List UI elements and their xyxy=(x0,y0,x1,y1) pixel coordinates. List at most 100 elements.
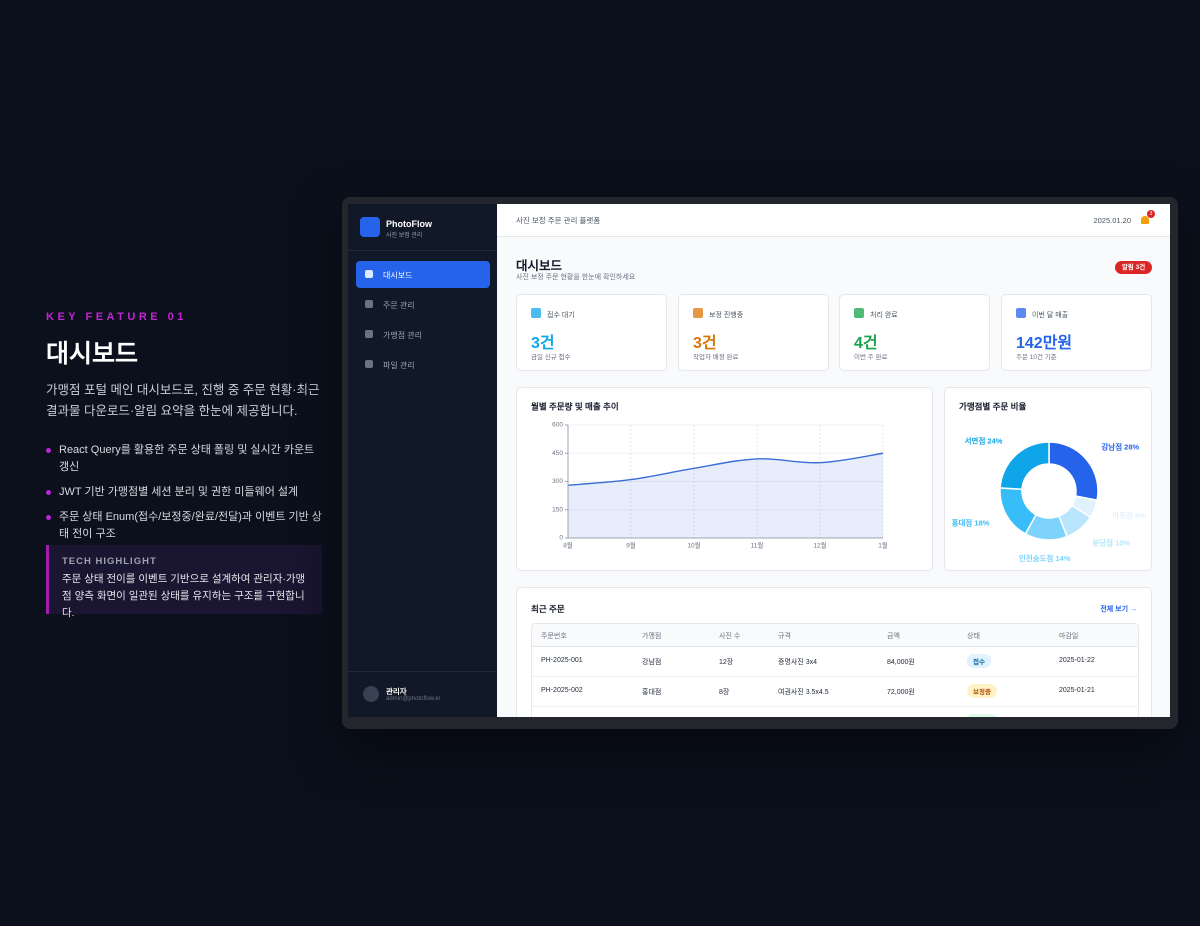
sidebar: PhotoFlow 사진 보정 관리 관리자 admin@photoflow.k… xyxy=(348,204,497,717)
stat-icon xyxy=(1016,308,1026,318)
stat-value: 142만원 xyxy=(1016,335,1073,352)
segment-label: 강남점 28% xyxy=(1101,442,1139,452)
user-email: admin@photoflow.kr xyxy=(386,696,441,702)
x-tick-label: 8월 xyxy=(563,541,573,550)
nav-item[interactable]: 주문 관리 xyxy=(356,291,490,318)
x-tick-label: 9월 xyxy=(626,541,636,550)
nav-label: 파일 관리 xyxy=(383,361,415,370)
bell[interactable] xyxy=(1141,216,1149,224)
avatar xyxy=(363,686,379,702)
stat-icon xyxy=(531,308,541,318)
table-header: 주문번호 가맹점 사진 수 규격 금액 상태 마감일 xyxy=(532,624,1138,647)
notification-badge: 3 xyxy=(1147,210,1155,218)
status-pill: 접수 xyxy=(967,654,991,668)
stat-value: 3건 xyxy=(531,335,555,352)
topbar: 사진 보정 주문 관리 플랫폼 2025.01.20 3 xyxy=(497,204,1170,237)
stat-icon xyxy=(693,308,703,318)
stat-card: 보정 진행중 3건 작업자 배정 완료 xyxy=(678,294,829,371)
stat-note: 작업자 배정 완료 xyxy=(693,354,739,361)
column-header: 가맹점 xyxy=(642,633,662,640)
nav-label: 주문 관리 xyxy=(383,301,415,310)
column-header: 주문번호 xyxy=(541,633,567,640)
bullet: JWT 기반 가맹점별 세션 분리 및 권한 미들웨어 설계 xyxy=(46,484,326,501)
y-tick-label: 300 xyxy=(552,478,563,485)
bullet: 주문 상태 Enum(접수/보정중/완료/전달)과 이벤트 기반 상태 전이 구… xyxy=(46,509,326,543)
donut-segment xyxy=(999,441,1050,491)
x-tick-label: 12월 xyxy=(813,541,826,550)
chart-title: 가맹점별 주문 비율 xyxy=(959,401,1026,411)
x-tick-label: 1월 xyxy=(878,541,888,550)
app-screen: PhotoFlow 사진 보정 관리 관리자 admin@photoflow.k… xyxy=(348,204,1170,717)
nav-label: 대시보드 xyxy=(383,271,413,280)
table-cell: 여권사진 3.5x4.5 xyxy=(778,689,829,696)
table-row[interactable]: PH-2025-001 강남점 12장 증명사진 3x4 84,000원 접수 2025-0… xyxy=(532,646,1138,677)
stat-note: 주문 10건 기준 xyxy=(1016,354,1057,361)
logo xyxy=(360,217,380,237)
alert-pill[interactable]: 알림 3건 xyxy=(1115,261,1152,274)
orders-card: 최근 주문 전체 보기 → 주문번호 가맹점 사진 수 규격 금액 상태 마감일 PH-202… xyxy=(516,587,1152,717)
table-cell: 증명사진 3x4 xyxy=(778,659,817,666)
bullet-list: React Query를 활용한 주문 상태 폴링 및 실시간 카운트 갱신 JW… xyxy=(46,442,326,551)
nav-icon xyxy=(365,270,373,278)
table-cell: 홍대점 xyxy=(642,689,662,696)
topbar-title: 사진 보정 주문 관리 플랫폼 xyxy=(516,216,601,225)
y-tick-label: 0 xyxy=(559,535,563,542)
nav-item[interactable]: 가맹점 관리 xyxy=(356,321,490,348)
y-tick-label: 600 xyxy=(552,422,563,429)
status-pill xyxy=(967,714,997,717)
trend-card: 월별 주문량 및 매출 추이 0 150 300 450 600 8월 9월 10월 11월 12월… xyxy=(516,387,933,571)
segment-label: 서면점 24% xyxy=(965,435,1003,445)
nav-icon xyxy=(365,330,373,338)
divider xyxy=(348,250,497,251)
segment-label: 분당점 10% xyxy=(1092,537,1130,547)
x-tick-label: 11월 xyxy=(751,541,764,550)
nav-item[interactable]: 파일 관리 xyxy=(356,351,490,378)
nav-item[interactable]: 대시보드 xyxy=(356,261,490,288)
table-cell: 2025-01-21 xyxy=(1059,687,1095,694)
orders-title: 최근 주문 xyxy=(531,604,565,614)
y-tick-label: 450 xyxy=(552,450,563,457)
column-header: 규격 xyxy=(778,633,791,640)
segment-label: 마포점 6% xyxy=(1112,510,1146,520)
table-cell: 12장 xyxy=(719,659,734,666)
date: 2025.01.20 xyxy=(1093,216,1131,225)
column-header: 상태 xyxy=(967,633,980,640)
stat-label: 보정 진행중 xyxy=(709,312,744,319)
table-cell: PH-2025-002 xyxy=(541,687,583,694)
table-cell: PH-2025-001 xyxy=(541,657,583,664)
highlight-label: TECH HIGHLIGHT xyxy=(62,556,157,567)
divider xyxy=(348,671,497,672)
nav-icon xyxy=(365,300,373,308)
y-tick-label: 150 xyxy=(552,506,563,513)
feature-title: 대시보드 xyxy=(46,340,139,368)
line-chart: 월별 주문량 및 매출 추이 0 150 300 450 600 8월 9월 10월 11월 12월… xyxy=(531,401,888,550)
stat-label: 처리 완료 xyxy=(870,312,898,319)
segment-label: 홍대점 18% xyxy=(952,518,990,528)
table-cell: 2025-01-22 xyxy=(1059,657,1095,664)
user-name: 관리자 xyxy=(386,687,407,696)
table-row[interactable] xyxy=(532,706,1138,717)
nav-label: 가맹점 관리 xyxy=(383,331,423,340)
main: 사진 보정 주문 관리 플랫폼 2025.01.20 3 대시보드 사진 보정 … xyxy=(497,204,1170,717)
stat-label: 이번 달 매출 xyxy=(1032,312,1069,319)
page-title: 대시보드 xyxy=(516,259,563,273)
table-row[interactable]: PH-2025-002 홍대점 8장 여권사진 3.5x4.5 72,000원 보정중 20… xyxy=(532,676,1138,707)
chart-title: 월별 주문량 및 매출 추이 xyxy=(531,401,619,411)
table-cell: 72,000원 xyxy=(887,689,915,696)
feature-description: 가맹점 포털 메인 대시보드로, 진행 중 주문 현황·최근 결과물 다운로드·… xyxy=(46,383,320,418)
column-header: 사진 수 xyxy=(719,633,741,640)
stat-value: 4건 xyxy=(854,335,878,352)
page-subtitle: 사진 보정 주문 현황을 한눈에 확인하세요 xyxy=(516,274,636,281)
brand-name: PhotoFlow xyxy=(386,219,432,229)
status-pill: 보정중 xyxy=(967,684,997,698)
view-all[interactable]: 전체 보기 → xyxy=(1100,606,1137,613)
table-cell: 강남점 xyxy=(642,659,662,666)
segment-label: 인천송도점 14% xyxy=(1019,553,1071,563)
stat-note: 이번 주 완료 xyxy=(854,354,888,361)
tech-highlight: TECH HIGHLIGHT 주문 상태 전이를 이벤트 기반으로 설계하여 관… xyxy=(46,545,322,619)
eyebrow: KEY FEATURE 01 xyxy=(46,311,187,323)
